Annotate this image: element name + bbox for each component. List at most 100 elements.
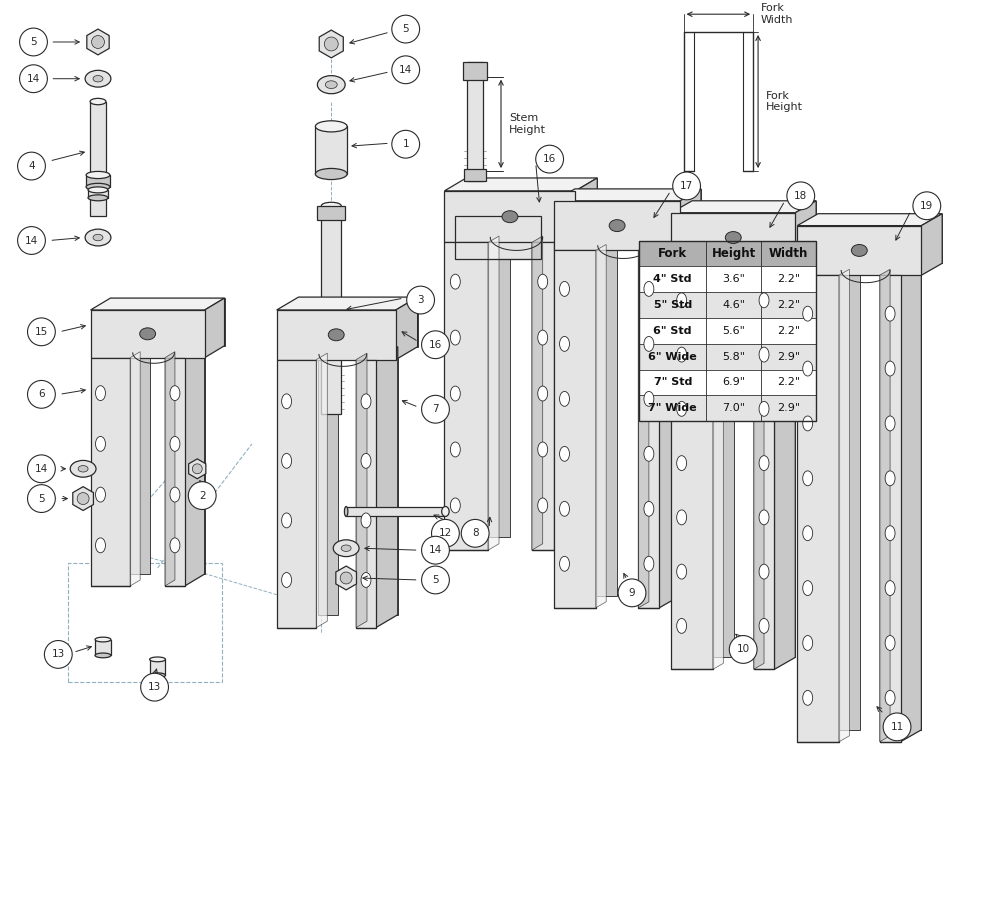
- Ellipse shape: [78, 466, 88, 472]
- Ellipse shape: [759, 456, 769, 471]
- Circle shape: [673, 172, 701, 200]
- Polygon shape: [797, 226, 921, 275]
- Text: 15: 15: [35, 327, 48, 336]
- Ellipse shape: [677, 293, 687, 308]
- Ellipse shape: [759, 564, 769, 579]
- Ellipse shape: [560, 556, 569, 571]
- Ellipse shape: [170, 538, 180, 553]
- Ellipse shape: [361, 513, 371, 527]
- Ellipse shape: [93, 234, 103, 240]
- Text: 5.8": 5.8": [722, 352, 745, 361]
- Polygon shape: [554, 230, 575, 537]
- Polygon shape: [680, 189, 701, 250]
- Polygon shape: [316, 353, 327, 628]
- Ellipse shape: [344, 507, 348, 517]
- Polygon shape: [554, 250, 596, 608]
- Polygon shape: [378, 347, 398, 614]
- Ellipse shape: [885, 635, 895, 650]
- Bar: [86, 175, 110, 187]
- Ellipse shape: [560, 282, 569, 296]
- Ellipse shape: [333, 540, 359, 557]
- Ellipse shape: [644, 556, 654, 571]
- Polygon shape: [205, 298, 225, 358]
- Ellipse shape: [759, 618, 769, 633]
- Bar: [68, 563, 222, 683]
- Text: 10: 10: [737, 644, 750, 655]
- Ellipse shape: [885, 526, 895, 541]
- Ellipse shape: [759, 401, 769, 416]
- Ellipse shape: [282, 394, 292, 409]
- Text: 5.6": 5.6": [722, 326, 745, 335]
- Text: 2.9": 2.9": [777, 352, 800, 361]
- Ellipse shape: [140, 327, 156, 340]
- Ellipse shape: [538, 498, 548, 513]
- Polygon shape: [596, 239, 617, 596]
- Circle shape: [392, 56, 420, 83]
- Text: Fork
Height: Fork Height: [766, 91, 803, 112]
- Text: 14: 14: [25, 236, 38, 246]
- Circle shape: [392, 15, 420, 43]
- Circle shape: [422, 536, 449, 564]
- Polygon shape: [659, 239, 680, 608]
- Ellipse shape: [644, 447, 654, 461]
- Ellipse shape: [725, 231, 741, 243]
- Text: Fork: Fork: [658, 247, 687, 260]
- Ellipse shape: [885, 416, 895, 431]
- Text: 18: 18: [794, 191, 807, 201]
- Bar: [315, 126, 347, 174]
- Text: 3.6": 3.6": [722, 274, 745, 284]
- Polygon shape: [638, 245, 649, 608]
- Text: 14: 14: [429, 545, 442, 555]
- Polygon shape: [488, 230, 510, 537]
- Text: 5: 5: [38, 493, 45, 503]
- Ellipse shape: [361, 394, 371, 409]
- Ellipse shape: [442, 507, 449, 517]
- Polygon shape: [880, 269, 890, 742]
- Ellipse shape: [361, 572, 371, 588]
- Ellipse shape: [644, 282, 654, 296]
- Polygon shape: [880, 275, 901, 742]
- Polygon shape: [797, 275, 839, 742]
- Text: 4.8": 4.8": [505, 243, 528, 254]
- Bar: [639, 266, 816, 292]
- Ellipse shape: [96, 538, 105, 553]
- Polygon shape: [713, 250, 774, 262]
- Text: 6" Std: 6" Std: [653, 326, 692, 335]
- Text: 2.2": 2.2": [777, 274, 800, 284]
- Ellipse shape: [315, 121, 347, 132]
- Polygon shape: [110, 298, 225, 345]
- Circle shape: [536, 145, 564, 173]
- Ellipse shape: [70, 460, 96, 477]
- Polygon shape: [130, 345, 150, 574]
- Polygon shape: [466, 178, 597, 230]
- Text: 19: 19: [920, 201, 933, 211]
- Polygon shape: [713, 250, 734, 658]
- Polygon shape: [277, 310, 396, 360]
- Polygon shape: [575, 178, 597, 242]
- Circle shape: [28, 318, 55, 345]
- Polygon shape: [73, 487, 93, 510]
- Bar: [463, 62, 487, 80]
- Ellipse shape: [560, 501, 569, 517]
- Ellipse shape: [450, 330, 460, 345]
- Ellipse shape: [803, 416, 813, 431]
- Text: 4.6": 4.6": [722, 300, 745, 310]
- Ellipse shape: [150, 673, 165, 677]
- Ellipse shape: [96, 386, 105, 401]
- Ellipse shape: [341, 545, 351, 552]
- Ellipse shape: [328, 329, 344, 341]
- Text: 7.0": 7.0": [722, 404, 745, 414]
- Polygon shape: [754, 262, 774, 669]
- Ellipse shape: [759, 293, 769, 308]
- Text: Std: Std: [465, 222, 484, 231]
- Ellipse shape: [450, 498, 460, 513]
- Ellipse shape: [538, 442, 548, 457]
- Ellipse shape: [885, 361, 895, 376]
- Bar: [639, 240, 816, 266]
- Text: Fork
Width: Fork Width: [761, 4, 794, 25]
- Ellipse shape: [677, 347, 687, 362]
- Circle shape: [20, 28, 47, 56]
- Ellipse shape: [502, 211, 518, 222]
- Polygon shape: [713, 257, 723, 669]
- Text: 12: 12: [439, 528, 452, 538]
